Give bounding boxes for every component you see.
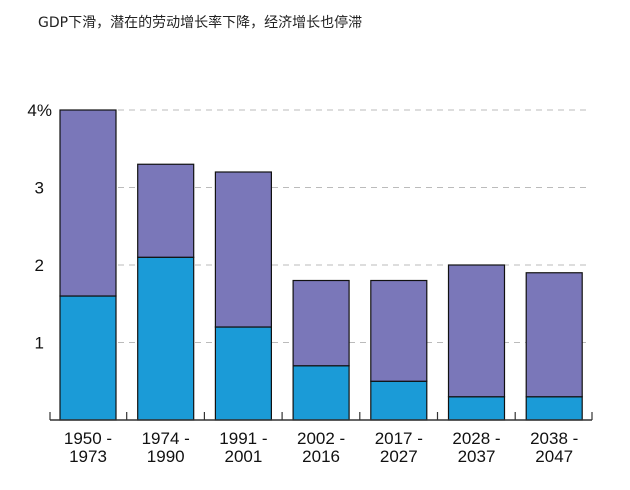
- x-tick-label: 2038 -: [530, 429, 578, 448]
- bar-segment-upper: [59, 109, 117, 297]
- x-tick-label: 1973: [69, 447, 107, 466]
- bar-segment-upper: [525, 272, 583, 398]
- bar-segment-upper: [137, 163, 195, 258]
- bar-segment-lower: [214, 326, 272, 421]
- y-tick-label: 3: [35, 179, 44, 198]
- x-tick-label: 2001: [224, 447, 262, 466]
- bar-segment-lower: [447, 396, 506, 421]
- x-tick-label: 1974 -: [142, 429, 190, 448]
- y-tick-label: 1: [35, 334, 44, 353]
- y-tick-label: 2: [35, 256, 44, 275]
- bar-segment-upper: [447, 264, 506, 398]
- x-tick-label: 1991 -: [219, 429, 267, 448]
- bar-segment-upper: [214, 171, 272, 328]
- x-tick-label: 2016: [302, 447, 340, 466]
- bar-segment-lower: [59, 295, 117, 421]
- bar-segment-lower: [292, 365, 350, 421]
- x-tick-label: 2002 -: [297, 429, 345, 448]
- y-tick-label: 4%: [27, 101, 52, 120]
- x-tick-label: 2028 -: [452, 429, 500, 448]
- x-tick-label: 2027: [380, 447, 418, 466]
- x-tick-label: 2017 -: [375, 429, 423, 448]
- bar-segment-lower: [137, 256, 195, 421]
- x-tick-label: 2047: [535, 447, 573, 466]
- bar-segment-lower: [370, 380, 428, 421]
- bar-segment-lower: [525, 396, 583, 421]
- x-tick-label: 1990: [147, 447, 185, 466]
- x-tick-label: 1950 -: [64, 429, 112, 448]
- chart-title: GDP下滑，潜在的劳动增长率下降，经济增长也停滞: [38, 15, 363, 31]
- bar-segment-upper: [292, 279, 350, 367]
- bar-segment-upper: [370, 279, 428, 382]
- x-tick-label: 2037: [458, 447, 496, 466]
